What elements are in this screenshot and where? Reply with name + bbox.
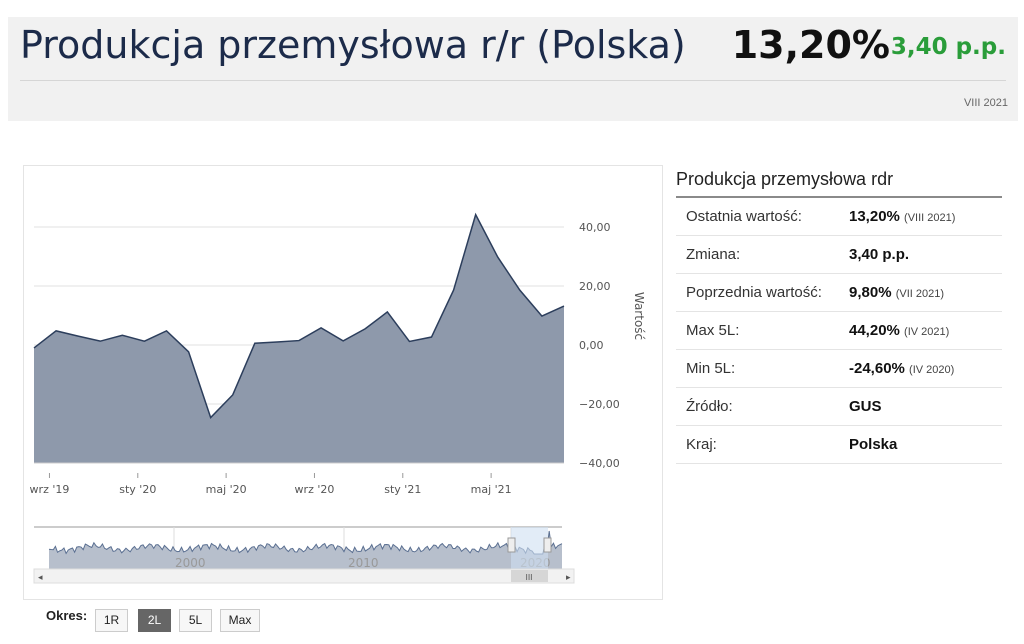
chart-svg[interactable]: 40,00 20,00 0,00 −20,00 −40,00 wrz '19 sty '20…	[24, 166, 662, 599]
row-note: (VIII 2021)	[904, 212, 956, 224]
panel-title: Produkcja przemysłowa rdr	[676, 165, 1002, 198]
range-button-max[interactable]: Max	[220, 609, 260, 632]
row-value: Polska	[849, 436, 898, 453]
y-tick-label: 40,00	[579, 221, 611, 234]
navigator-label: 2000	[175, 556, 206, 570]
series-line	[33, 212, 565, 419]
row-label: Poprzednia wartość:	[686, 284, 822, 301]
header-divider	[20, 80, 1006, 81]
series-area	[34, 214, 564, 463]
x-tick-label: wrz '19	[30, 483, 70, 496]
scroll-right-icon[interactable]: ▸	[566, 573, 571, 583]
row-note: (IV 2020)	[909, 364, 955, 376]
x-tick-label: wrz '20	[295, 483, 335, 496]
summary-row-change: Zmiana: 3,40 p.p.	[676, 236, 1002, 274]
summary-row-last: Ostatnia wartość: 13,20% (VIII 2021)	[676, 198, 1002, 236]
x-tick-label: maj '20	[206, 483, 247, 496]
row-value: 9,80%	[849, 284, 892, 301]
header: Produkcja przemysłowa r/r (Polska) 13,20…	[8, 17, 1018, 121]
navigator-label: 2010	[348, 556, 379, 570]
page-title: Produkcja przemysłowa r/r (Polska)	[20, 23, 686, 67]
summary-panel: Produkcja przemysłowa rdr Ostatnia warto…	[676, 165, 1002, 464]
summary-row-source: Źródło: GUS	[676, 388, 1002, 426]
row-label: Źródło:	[686, 398, 733, 415]
row-value: 3,40 p.p.	[849, 246, 910, 263]
row-note: (IV 2021)	[904, 326, 950, 338]
navigator-line	[48, 530, 563, 555]
y-tick-label: 0,00	[579, 339, 604, 352]
row-value: -24,60%	[849, 360, 905, 377]
scroll-left-icon[interactable]: ◂	[38, 573, 43, 583]
current-value: 13,20%	[731, 23, 890, 67]
row-value: 13,20%	[849, 208, 900, 225]
row-label: Min 5L:	[686, 360, 736, 377]
row-note: (VII 2021)	[895, 288, 945, 300]
navigator-scrollbar-thumb[interactable]	[511, 570, 548, 582]
change-value: 3,40 p.p.	[890, 34, 1006, 60]
row-value: GUS	[849, 398, 882, 415]
navigator-scrollbar-track[interactable]	[33, 568, 575, 584]
range-label: Okres:	[46, 608, 88, 623]
y-tick-label: 20,00	[579, 280, 611, 293]
range-button-1r[interactable]: 1R	[95, 609, 128, 632]
x-tick-label: sty '21	[384, 483, 421, 496]
navigator-area	[49, 531, 562, 569]
y-tick-label: −40,00	[579, 457, 620, 470]
period-date: VIII 2021	[963, 97, 1008, 109]
navigator-selection[interactable]	[511, 527, 548, 569]
y-axis-title: Wartość	[632, 292, 646, 340]
row-label: Kraj:	[686, 436, 717, 453]
range-button-5l[interactable]: 5L	[179, 609, 212, 632]
row-value: 44,20%	[849, 322, 900, 339]
summary-row-country: Kraj: Polska	[676, 426, 1002, 464]
scrollbar-grip-icon: III	[525, 573, 532, 582]
summary-row-previous: Poprzednia wartość: 9,80% (VII 2021)	[676, 274, 1002, 312]
row-label: Ostatnia wartość:	[686, 208, 802, 225]
chart-container[interactable]: 40,00 20,00 0,00 −20,00 −40,00 wrz '19 sty '20…	[23, 165, 663, 600]
y-tick-label: −20,00	[579, 398, 620, 411]
range-button-2l[interactable]: 2L	[138, 609, 171, 632]
navigator-handle-right[interactable]	[543, 537, 552, 553]
summary-row-min: Min 5L: -24,60% (IV 2020)	[676, 350, 1002, 388]
navigator-handle-left[interactable]	[507, 537, 516, 553]
row-label: Zmiana:	[686, 246, 741, 263]
row-label: Max 5L:	[686, 322, 740, 339]
x-tick-label: maj '21	[471, 483, 512, 496]
summary-row-max: Max 5L: 44,20% (IV 2021)	[676, 312, 1002, 350]
x-tick-label: sty '20	[119, 483, 156, 496]
